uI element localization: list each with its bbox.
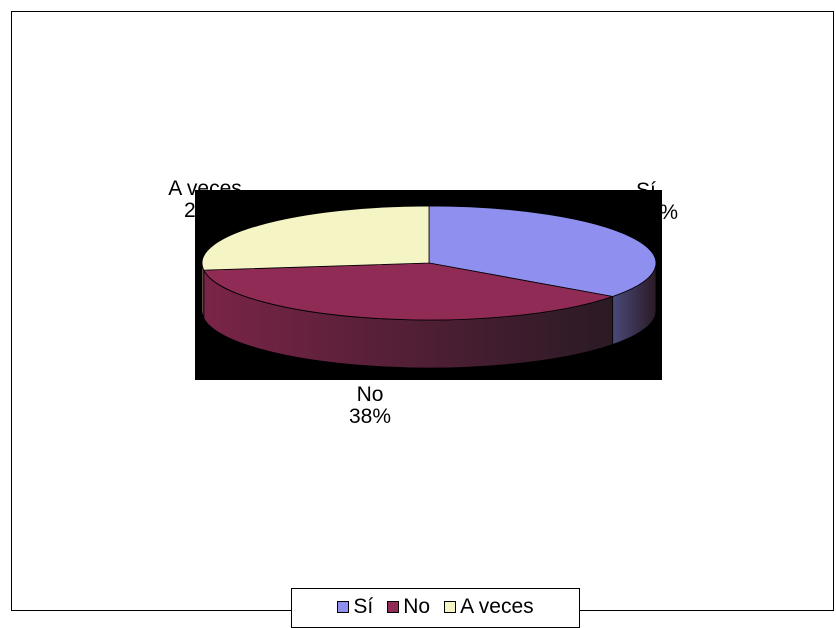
legend-item-si: Sí [337, 596, 373, 618]
data-label-no: No 38% [330, 384, 410, 428]
data-label-a-veces-value: 27% [183, 199, 227, 222]
legend-label-no: No [403, 595, 431, 618]
legend-label-a-veces: A veces [460, 595, 534, 618]
pie-slice-no [203, 262, 615, 321]
data-label-a-veces-name: A veces [168, 177, 242, 200]
data-label-no-name: No [356, 383, 384, 406]
data-label-no-value: 38% [348, 405, 392, 428]
legend-label-si: Sí [353, 595, 374, 618]
pie-chart [201, 205, 657, 369]
pie-slice-sí [428, 205, 657, 297]
legend-swatch-a-veces [444, 601, 457, 613]
data-label-si-value: 35% [636, 201, 679, 224]
legend-item-a-veces: A veces [444, 596, 534, 618]
data-label-si-name: Sí [636, 179, 656, 202]
chart-legend: Sí No A veces [291, 588, 580, 628]
pie-slice-a-veces [201, 205, 430, 271]
data-label-a-veces: A veces 27% [150, 178, 260, 222]
legend-swatch-si [337, 601, 350, 613]
legend-item-no: No [387, 596, 430, 618]
legend-swatch-no [387, 601, 400, 613]
pie-slice-side-a-veces [201, 262, 205, 319]
data-label-si: Sí 35% [636, 179, 679, 224]
